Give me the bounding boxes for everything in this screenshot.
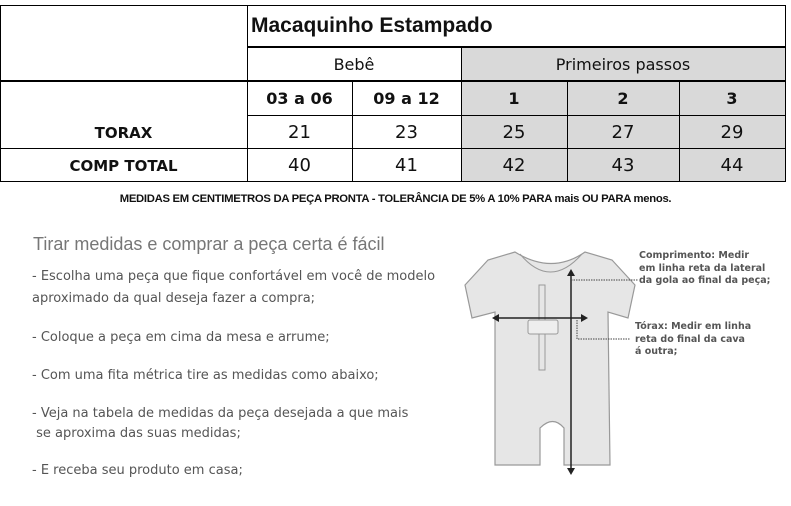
size-header: 09 a 12 (373, 89, 440, 108)
romper-illustration (464, 251, 638, 475)
table-cell: 29 (720, 122, 744, 143)
table-cell: 21 (288, 122, 311, 143)
step-text: aproximado da qual deseja fazer a compra… (32, 291, 316, 306)
chest-note: Tórax: Medir em linha reta do final da c… (635, 321, 751, 359)
size-header: 3 (726, 89, 738, 108)
step-text: se aproxima das suas medidas; (32, 426, 241, 441)
table-cell: 40 (288, 155, 311, 176)
table-cell: 23 (395, 122, 418, 143)
table-cell: 44 (720, 155, 744, 176)
note-line: á outra; (635, 346, 678, 357)
size-header: 2 (617, 89, 629, 108)
table-cell: 42 (502, 155, 526, 176)
table-note: MEDIDAS EM CENTIMETROS DA PEÇA PRONTA - … (119, 192, 672, 205)
note-line: reta do final da cava (635, 333, 745, 345)
table-cell: 25 (502, 122, 526, 143)
length-note: Comprimento: Medir em linha reta da late… (639, 250, 770, 288)
group-primeiros-passos: Primeiros passos (555, 54, 691, 74)
table-cell: 41 (395, 155, 418, 176)
row-label-comp-total: COMP TOTAL (69, 156, 178, 175)
group-bebe: Bebê (333, 54, 375, 74)
note-line: Tórax: Medir em linha (635, 321, 752, 332)
step-text: - Escolha uma peça que fique confortável… (32, 269, 436, 284)
note-line: da gola ao final da peça; (639, 275, 771, 286)
gray-region (461, 47, 785, 182)
step-text: - Com uma fita métrica tire as medidas c… (32, 368, 379, 383)
size-header: 03 a 06 (266, 89, 333, 108)
size-header: 1 (508, 89, 520, 108)
note-line: em linha reta da lateral (639, 262, 766, 274)
table-cell: 27 (611, 122, 635, 143)
table-title: Macaquinho Estampado (251, 14, 493, 37)
step-text: - Coloque a peça em cima da mesa e arrum… (32, 330, 330, 345)
guide-heading: Tirar medidas e comprar a peça certa é f… (33, 234, 385, 254)
row-label-torax: TORAX (94, 123, 153, 142)
note-line: Comprimento: Medir (639, 250, 750, 261)
step-text: - E receba seu produto em casa; (32, 463, 243, 478)
step-text: - Veja na tabela de medidas da peça dese… (32, 406, 409, 421)
table-cell: 43 (611, 155, 635, 176)
